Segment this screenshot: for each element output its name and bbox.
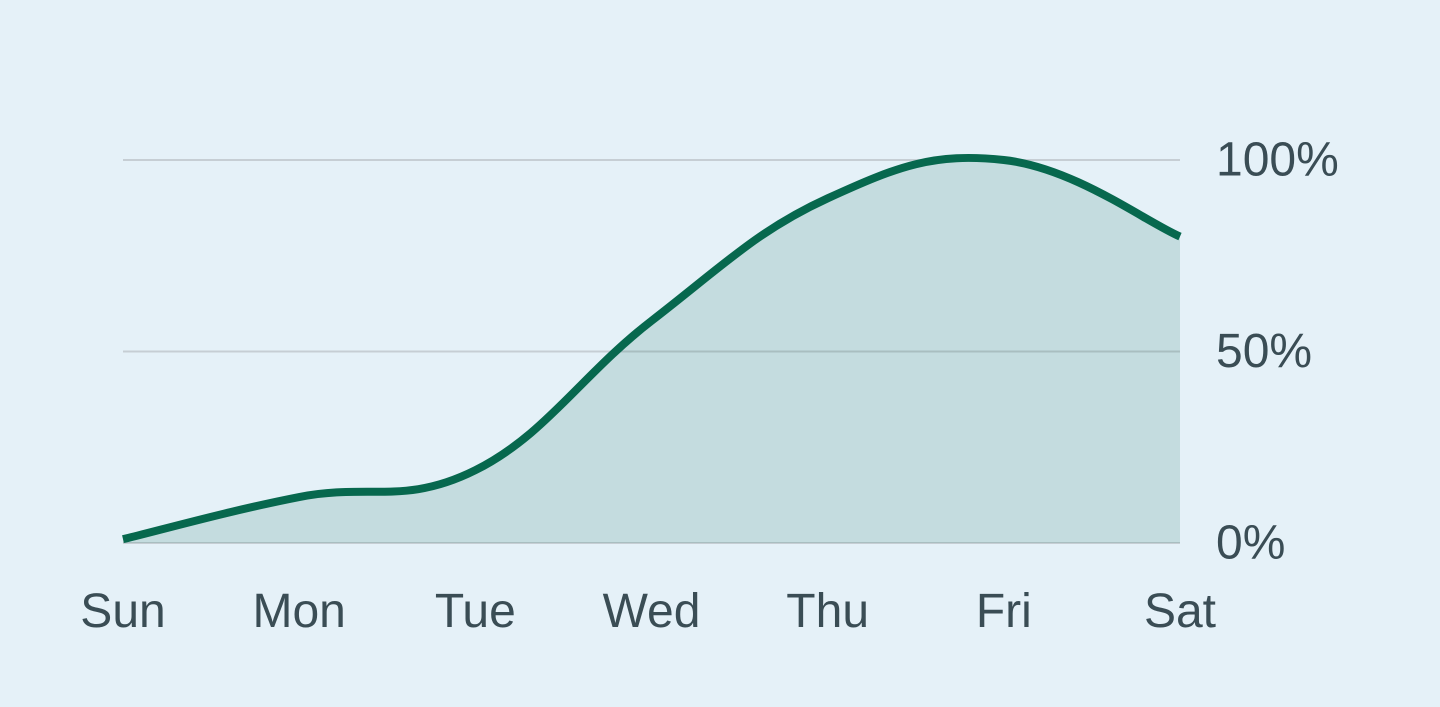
- x-axis-label-mon: Mon: [252, 585, 345, 638]
- x-axis-label-sat: Sat: [1144, 585, 1216, 638]
- series-line: [122, 154, 1182, 544]
- x-axis-label-wed: Wed: [603, 585, 701, 638]
- x-axis-label-fri: Fri: [976, 585, 1032, 638]
- x-axis-label-tue: Tue: [435, 585, 516, 638]
- y-axis-tick-label: 100%: [1216, 134, 1339, 187]
- y-axis-tick-label: 0%: [1216, 517, 1285, 570]
- x-axis-label-sun: Sun: [80, 585, 165, 638]
- x-axis-label-thu: Thu: [786, 585, 869, 638]
- series-area-fill: [123, 157, 1180, 543]
- y-axis-tick-label: 50%: [1216, 325, 1312, 378]
